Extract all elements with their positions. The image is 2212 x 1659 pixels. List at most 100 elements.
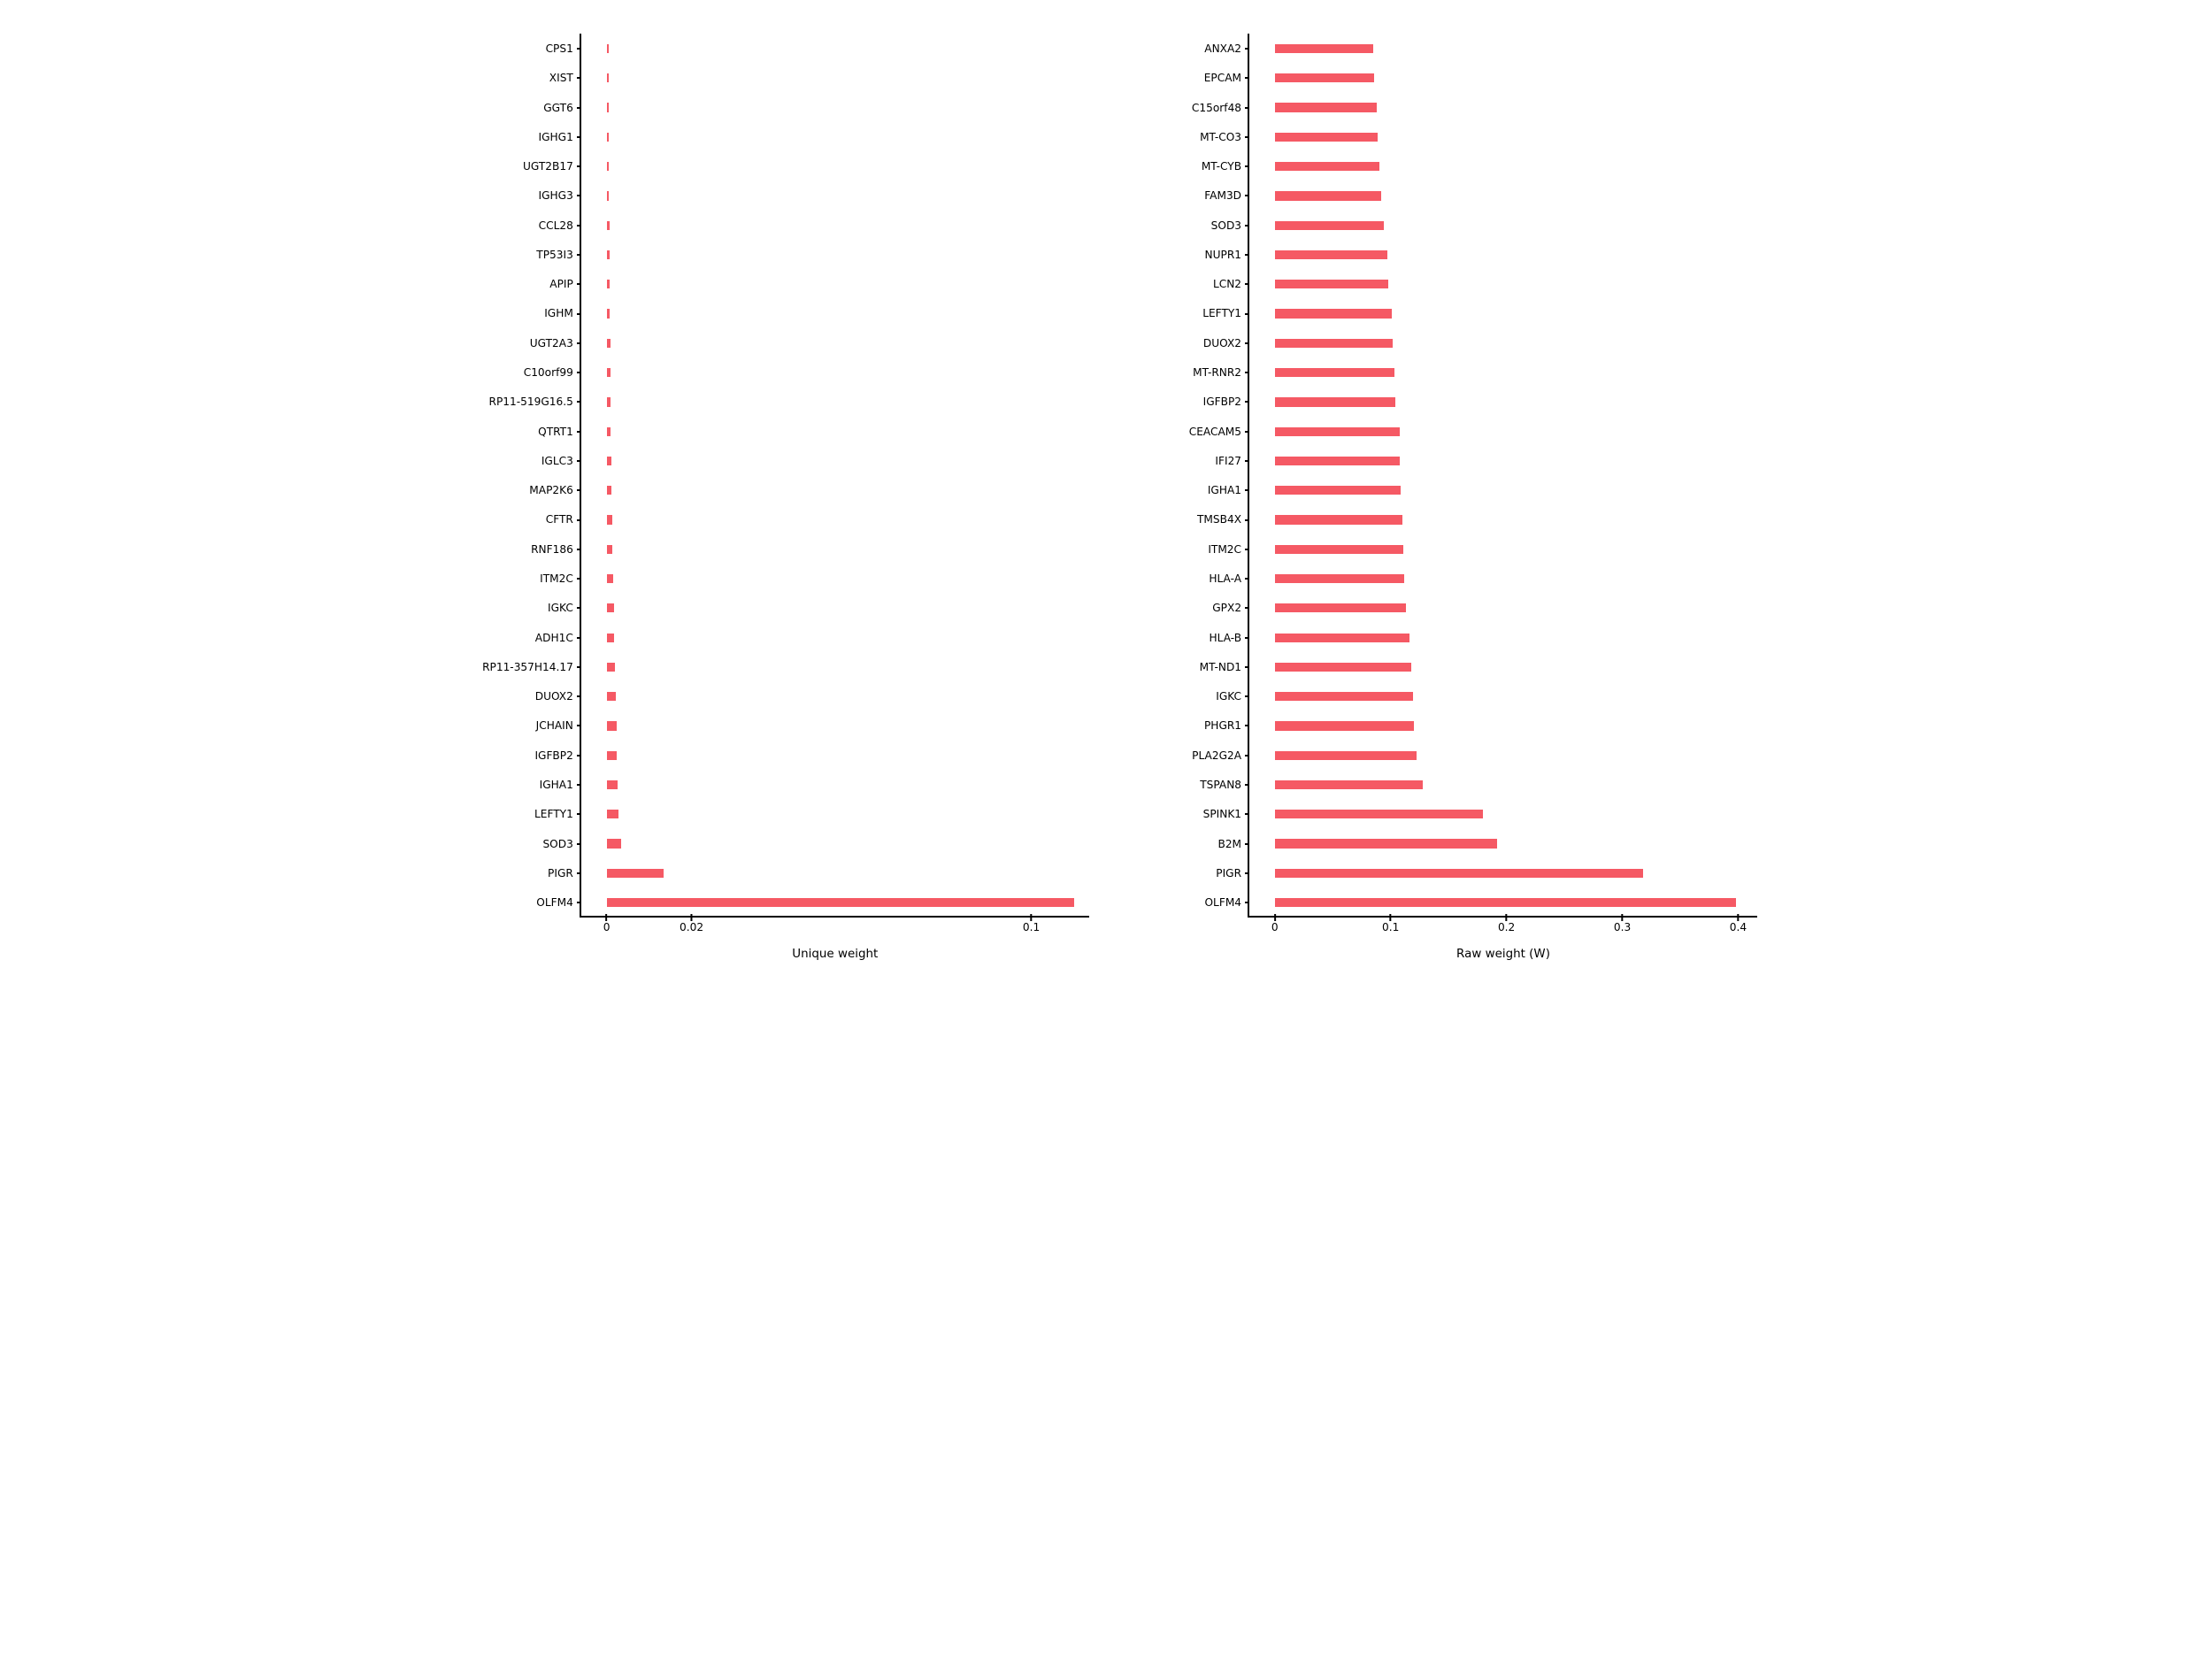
left-ylabel: GGT6 [403,103,581,113]
left-ylabel: TP53I3 [403,250,581,260]
left-bar [607,309,611,318]
right-bar [1275,898,1736,907]
left-bar [607,603,614,612]
left-ylabel: JCHAIN [403,720,581,731]
right-bar [1275,280,1388,288]
left-ylabel: LEFTY1 [403,809,581,819]
right-ylabel: SOD3 [1071,220,1249,231]
right-ylabel: TSPAN8 [1071,780,1249,790]
left-ylabel: ADH1C [403,633,581,643]
right-ylabel: TMSB4X [1071,514,1249,525]
left-xtick: 0 [603,916,611,933]
right-bar [1275,486,1402,495]
left-bar [607,515,612,524]
right-ylabel: HLA-A [1071,573,1249,584]
left-bar [607,574,613,583]
left-bar [607,368,611,377]
right-ylabel: NUPR1 [1071,250,1249,260]
left-ylabel: QTRT1 [403,426,581,437]
left-ylabel: PIGR [403,868,581,879]
right-xtick: 0.4 [1730,916,1747,933]
right-ylabel: GPX2 [1071,603,1249,613]
right-bar [1275,339,1394,348]
right-bar [1275,162,1379,171]
right-bar [1275,545,1403,554]
right-ylabel: EPCAM [1071,73,1249,83]
right-bar [1275,221,1384,230]
right-ylabel: PHGR1 [1071,720,1249,731]
left-bar [607,250,610,259]
left-ylabel: IGLC3 [403,456,581,466]
left-bar [607,339,611,348]
left-panel: 00.020.1Unique weightOLFM4PIGRSOD3LEFTY1… [580,34,1089,917]
left-ylabel: IGHM [403,308,581,319]
right-ylabel: B2M [1071,839,1249,849]
right-ylabel: MT-CYB [1071,161,1249,172]
right-ylabel: PIGR [1071,868,1249,879]
right-bar [1275,634,1409,642]
right-bar [1275,427,1400,436]
right-ylabel: ANXA2 [1071,43,1249,54]
right-ylabel: MT-CO3 [1071,132,1249,142]
left-bar [607,663,616,672]
left-ylabel: RNF186 [403,544,581,555]
left-ylabel: ITM2C [403,573,581,584]
left-bar [607,721,617,730]
right-bar [1275,780,1424,789]
left-ylabel: IGFBP2 [403,750,581,761]
left-ylabel: APIP [403,279,581,289]
right-ylabel: ITM2C [1071,544,1249,555]
left-bar [607,545,613,554]
right-ylabel: IGKC [1071,691,1249,702]
left-bar [607,898,1074,907]
left-ylabel: CFTR [403,514,581,525]
right-bar [1275,603,1406,612]
right-bar [1275,751,1417,760]
left-bar [607,751,618,760]
left-ylabel: IGHA1 [403,780,581,790]
right-ylabel: SPINK1 [1071,809,1249,819]
right-bar [1275,397,1395,406]
left-bar [607,397,611,406]
left-ylabel: IGKC [403,603,581,613]
right-ylabel: HLA-B [1071,633,1249,643]
right-ylabel: MT-ND1 [1071,662,1249,672]
right-ylabel: MT-RNR2 [1071,367,1249,378]
left-bar [607,869,664,878]
left-ylabel: RP11-357H14.17 [403,662,581,672]
right-ylabel: C15orf48 [1071,103,1249,113]
left-bar [607,780,618,789]
left-ylabel: CPS1 [403,43,581,54]
right-bar [1275,692,1413,701]
left-ylabel: SOD3 [403,839,581,849]
left-bar [607,810,618,818]
right-bar [1275,191,1381,200]
left-bar [607,692,616,701]
left-bar [607,103,609,111]
left-bar [607,634,615,642]
right-ylabel: IGFBP2 [1071,396,1249,407]
left-bar [607,457,611,465]
right-bar [1275,839,1497,848]
left-xlabel: Unique weight [792,916,878,961]
left-ylabel: CCL28 [403,220,581,231]
right-ylabel: LCN2 [1071,279,1249,289]
left-ylabel: UGT2B17 [403,161,581,172]
left-bar [607,839,622,848]
right-bar [1275,309,1392,318]
left-ylabel: IGHG3 [403,190,581,201]
left-bar [607,133,609,142]
right-bar [1275,368,1394,377]
left-ylabel: C10orf99 [403,367,581,378]
left-ylabel: IGHG1 [403,132,581,142]
left-ylabel: UGT2A3 [403,338,581,349]
right-bar [1275,515,1402,524]
right-xtick: 0.1 [1382,916,1399,933]
right-bar [1275,103,1377,111]
right-bar [1275,73,1375,82]
left-bar [607,73,609,82]
right-bar [1275,869,1643,878]
figure: 00.020.1Unique weightOLFM4PIGRSOD3LEFTY1… [398,0,1814,1062]
right-bar [1275,574,1405,583]
right-ylabel: LEFTY1 [1071,308,1249,319]
